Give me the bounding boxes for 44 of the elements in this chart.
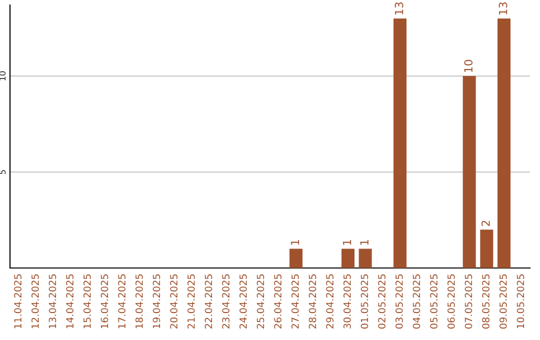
x-tick-label: 05.05.2025 [430, 274, 438, 329]
x-tick-label: 19.04.2025 [152, 274, 160, 328]
x-tick-label: 17.04.2025 [118, 274, 126, 328]
x-tick-label: 29.04.2025 [326, 274, 334, 329]
x-tick-label: 11.04.2025 [14, 274, 22, 328]
x-tick-label: 14.04.2025 [66, 274, 74, 328]
x-tick-label: 07.05.2025 [464, 274, 472, 329]
x-tick-label: 24.04.2025 [239, 274, 247, 329]
x-tick-label: 27.04.2025 [291, 274, 299, 329]
x-tick-label: 22.04.2025 [204, 274, 212, 329]
bar [358, 248, 372, 268]
bar [462, 76, 476, 268]
bar [480, 230, 494, 268]
data-label: 13 [394, 2, 404, 14]
data-label: 13 [498, 2, 508, 14]
x-tick-label: 12.04.2025 [31, 274, 39, 328]
x-tick-label: 20.04.2025 [170, 274, 178, 329]
x-tick-label: 08.05.2025 [482, 274, 490, 329]
x-tick-label: 26.04.2025 [274, 274, 282, 329]
x-tick-label: 09.05.2025 [499, 274, 507, 329]
data-label: 1 [290, 240, 300, 245]
x-tick-label: 13.04.2025 [48, 274, 56, 328]
x-tick-label: 23.04.2025 [222, 274, 230, 329]
x-tick-label: 03.05.2025 [395, 274, 403, 329]
bar [394, 18, 406, 268]
data-label: 2 [481, 220, 490, 226]
x-tick-label: 25.04.2025 [256, 274, 264, 329]
x-tick-label: 04.05.2025 [412, 274, 420, 329]
x-tick-label: 06.05.2025 [447, 274, 455, 329]
x-tick-label: 21.04.2025 [187, 274, 195, 329]
x-tick-label: 02.05.2025 [378, 274, 386, 329]
x-tick-label: 16.04.2025 [100, 274, 108, 328]
bar [290, 248, 302, 268]
x-tick-label: 28.04.2025 [308, 274, 316, 329]
x-tick-label: 01.05.2025 [360, 274, 368, 329]
data-label: 1 [342, 240, 352, 245]
data-label: 1 [360, 240, 368, 245]
x-tick-label: 10.05.2025 [516, 274, 524, 328]
bar [342, 248, 354, 268]
data-label: 10 [464, 60, 473, 72]
bar [498, 18, 510, 268]
x-tick-label: 15.04.2025 [83, 274, 91, 328]
x-tick-label: 18.04.2025 [135, 274, 143, 328]
x-tick-label: 30.04.2025 [343, 274, 351, 328]
